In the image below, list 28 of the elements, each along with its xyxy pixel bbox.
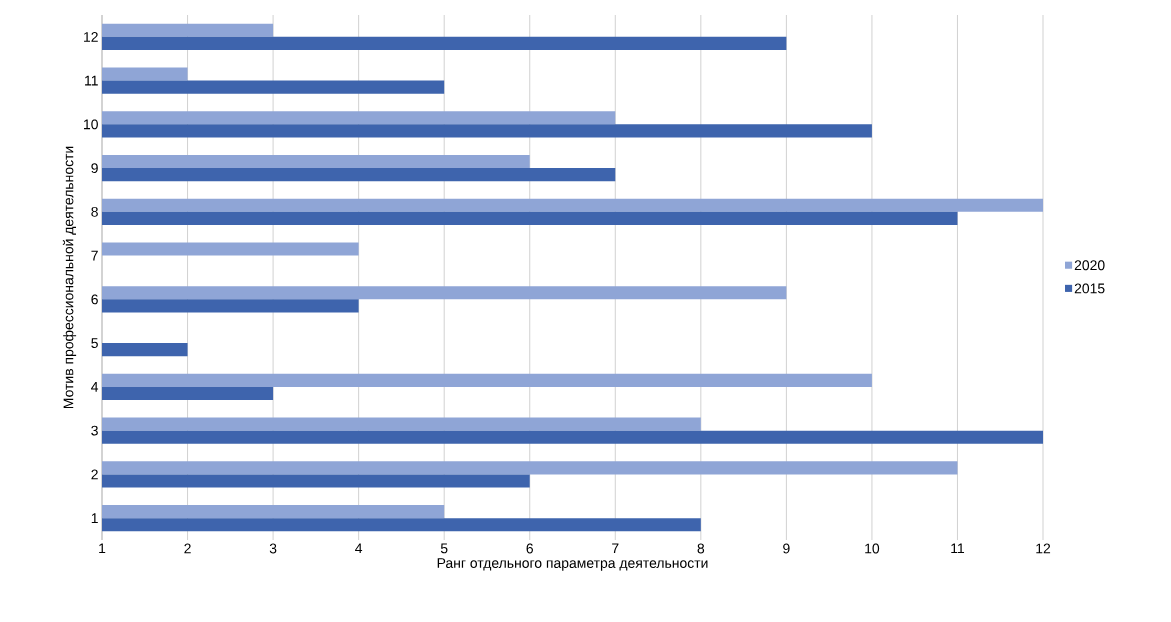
y-tick-label: 5 bbox=[91, 338, 98, 348]
x-tick-label: 1 bbox=[99, 543, 106, 554]
y-tick-label: 1 bbox=[91, 513, 98, 523]
y-tick-label: 9 bbox=[91, 163, 98, 174]
x-tick-label: 5 bbox=[440, 543, 448, 554]
x-tick-label: 4 bbox=[355, 543, 363, 554]
y-tick-label: 4 bbox=[91, 382, 99, 392]
y-tick-label: 10 bbox=[84, 119, 98, 130]
x-tick-label: 12 bbox=[1036, 543, 1051, 554]
y-tick-label: 8 bbox=[91, 206, 98, 217]
x-tick-label: 2 bbox=[184, 543, 191, 554]
y-tick-label: 12 bbox=[84, 31, 98, 42]
x-tick-label: 10 bbox=[865, 543, 880, 554]
x-tick-label: 9 bbox=[783, 543, 790, 554]
y-tick-label: 11 bbox=[85, 75, 98, 86]
y-tick-label: 2 bbox=[91, 469, 98, 480]
x-tick-label: 7 bbox=[612, 543, 619, 554]
x-tick-label: 6 bbox=[526, 543, 533, 554]
y-tick-label: 3 bbox=[91, 425, 98, 436]
y-axis-title: Мотив профессиональной деятельности bbox=[62, 146, 77, 409]
y-tick-label: 6 bbox=[91, 294, 98, 305]
x-tick-label: 8 bbox=[697, 543, 705, 554]
x-tick-label: 11 bbox=[951, 543, 965, 554]
legend-label: 2015 bbox=[1074, 283, 1105, 294]
x-tick-label: 3 bbox=[269, 543, 277, 554]
y-tick-label: 7 bbox=[91, 250, 98, 261]
x-axis-title: Ранг отдельного параметра деятельности bbox=[437, 558, 708, 571]
legend-label: 2020 bbox=[1074, 260, 1105, 271]
